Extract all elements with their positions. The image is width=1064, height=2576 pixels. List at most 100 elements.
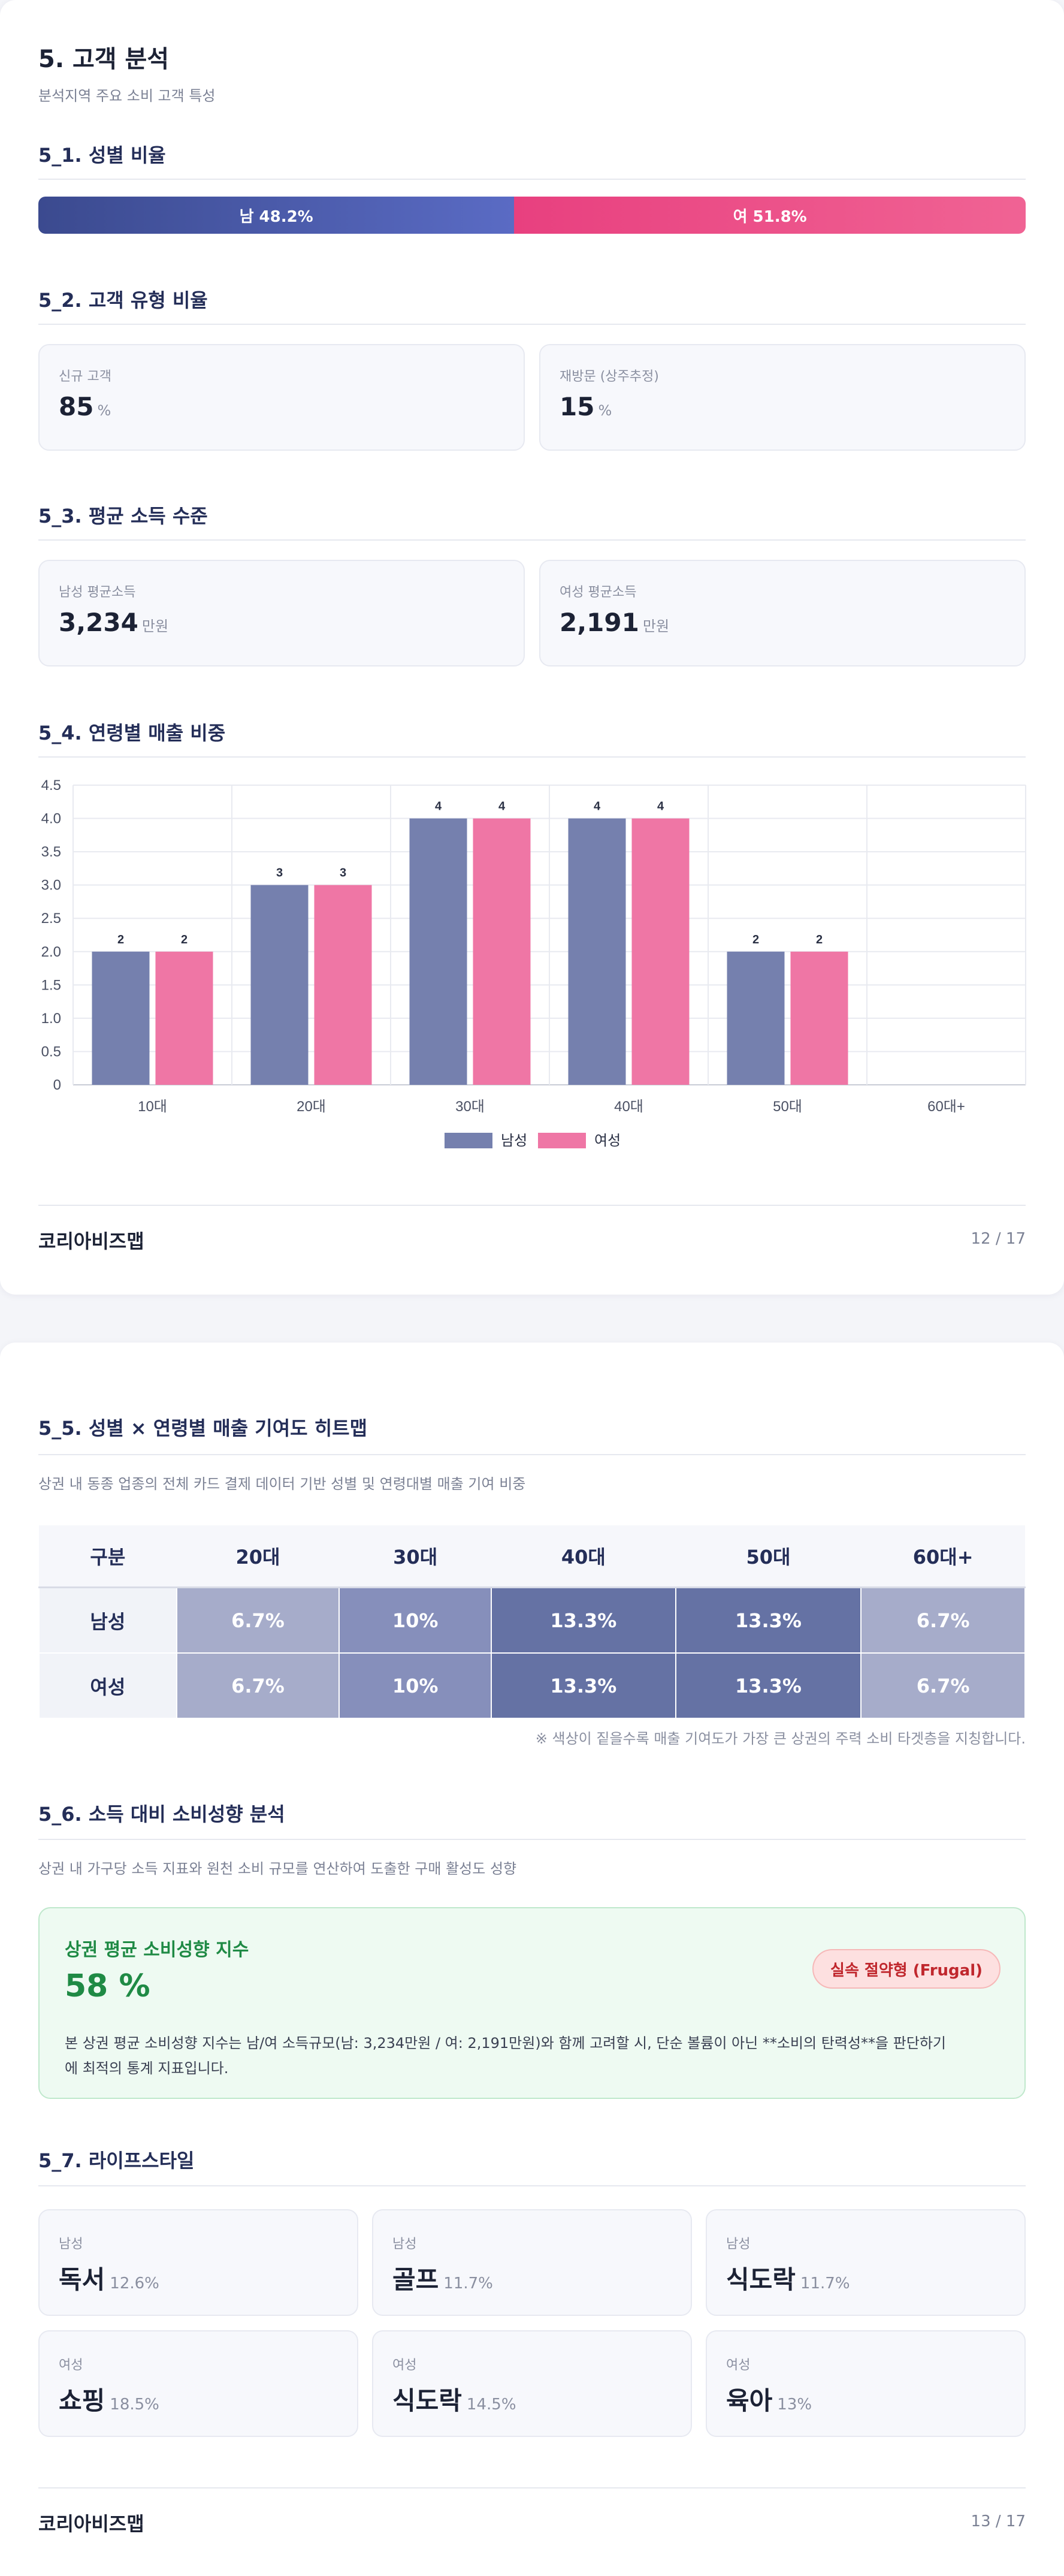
lifestyle-name: 쇼핑: [59, 2386, 105, 2415]
bar: [727, 951, 785, 1085]
index-description-line: 본 상권 평균 소비성향 지수는 남/여 소득규모(남: 3,234만원 / 여…: [65, 2035, 946, 2052]
report-page-12: 5. 고객 분석 분석지역 주요 소비 고객 특성 5_1. 성별 비율 남 4…: [0, 0, 1064, 1295]
x-tick-label: 40대: [614, 1099, 643, 1115]
bar-data-label: 3: [276, 867, 283, 880]
y-tick-label: 2.0: [41, 944, 61, 960]
bar-data-label: 2: [752, 933, 759, 946]
table-row: 여성 6.7% 10% 13.3% 13.3% 6.7%: [38, 1652, 1026, 1719]
spending-index-value: 58 %: [65, 1968, 150, 2004]
stat-card-returning-customers: 재방문 (상주추정) 15%: [539, 344, 1026, 451]
stat-value: 3,234 만원: [59, 608, 168, 637]
report-page-13: 5_5. 성별 × 연령별 매출 기여도 히트맵 상권 내 동종 업종의 전체 …: [0, 1343, 1064, 2576]
section-divider: [38, 1839, 1026, 1840]
page-number: 12 / 17: [971, 1230, 1026, 1248]
bar-data-label: 4: [498, 800, 506, 813]
index-description: 본 상권 평균 소비성향 지수는 남/여 소득규모(남: 3,234만원 / 여…: [65, 2031, 999, 2081]
heatmap-cell: 6.7%: [860, 1586, 1026, 1654]
row-header: 여성: [38, 1652, 177, 1719]
lifestyle-name: 식도락: [726, 2265, 796, 2294]
y-tick-label: 1.0: [41, 1011, 61, 1027]
stat-unit: %: [97, 402, 111, 419]
stat-number: 2,191: [560, 608, 639, 637]
lifestyle-card: 여성 식도락 14.5%: [372, 2330, 692, 2437]
heatmap-cell: 10%: [338, 1586, 492, 1654]
bar: [92, 951, 150, 1085]
lifestyle-item: 쇼핑 18.5%: [59, 2381, 159, 2417]
column-header: 60대+: [861, 1525, 1025, 1588]
section-divider: [38, 179, 1026, 180]
x-tick-label: 60대+: [927, 1099, 965, 1115]
stat-card-male-income: 남성 평균소득 3,234 만원: [38, 560, 525, 666]
bar-data-label: 4: [657, 800, 664, 813]
heatmap-cell: 6.7%: [176, 1652, 340, 1719]
column-header: 구분: [39, 1525, 177, 1588]
stat-unit: %: [598, 402, 612, 419]
lifestyle-percent: 14.5%: [466, 2396, 516, 2414]
heatmap-footnote: ※ 색상이 짙을수록 매출 기여도가 가장 큰 상권의 주력 소비 타겟층을 지…: [535, 1730, 1026, 1747]
bar: [631, 818, 690, 1085]
stat-number: 3,234: [59, 608, 138, 637]
table-header-row: 구분 20대 30대 40대 50대 60대+: [39, 1525, 1025, 1588]
gender-bar-female: 여 51.8%: [514, 197, 1026, 234]
y-tick-label: 4.0: [41, 811, 61, 827]
section-title-lifestyle: 5_7. 라이프스타일: [38, 2149, 195, 2172]
bar: [473, 818, 531, 1085]
section-title-age-sales: 5_4. 연령별 매출 비중: [38, 722, 226, 744]
lifestyle-percent: 11.7%: [800, 2275, 850, 2293]
section-title-spending-propensity: 5_6. 소득 대비 소비성향 분석: [38, 1803, 285, 1826]
index-description-line: 에 최적의 통계 지표입니다.: [65, 2060, 229, 2077]
heatmap-cell: 10%: [338, 1652, 492, 1719]
lifestyle-percent: 18.5%: [110, 2396, 159, 2414]
column-header: 50대: [675, 1525, 862, 1588]
y-tick-label: 0.5: [41, 1043, 61, 1060]
lifestyle-percent: 12.6%: [110, 2275, 159, 2293]
age-sales-bar-chart: 0 0.5 1.0 1.5 2.0 2.5 3.0 3.5 4.0 4.5 2 2 10대 3 3 20대 4 4…: [41, 777, 1026, 1149]
lifestyle-percent: 11.7%: [443, 2275, 493, 2293]
y-tick-label: 3.5: [41, 844, 61, 860]
bar: [155, 951, 213, 1085]
row-header: 남성: [38, 1586, 177, 1654]
y-tick-label: 3.0: [41, 877, 61, 894]
heatmap-cell: 6.7%: [176, 1586, 340, 1654]
stat-unit: 만원: [141, 618, 169, 635]
heatmap-cell: 13.3%: [675, 1586, 862, 1654]
bar-data-label: 2: [117, 933, 124, 946]
lifestyle-name: 육아: [726, 2386, 773, 2415]
y-tick-label: 0: [53, 1077, 61, 1093]
frugal-type-badge: 실속 절약형 (Frugal): [812, 1949, 1000, 1989]
section-divider: [38, 756, 1026, 758]
gender-age-heatmap-table: 구분 20대 30대 40대 50대 60대+ 남성 6.7% 10% 13.3…: [38, 1525, 1026, 1719]
lifestyle-name: 골프: [392, 2265, 439, 2294]
lifestyle-gender: 여성: [59, 2358, 83, 2373]
footer-brand: 코리아비즈맵: [38, 1230, 144, 1253]
bar: [790, 951, 848, 1085]
stat-number: 15: [560, 392, 595, 421]
table-row: 남성 6.7% 10% 13.3% 13.3% 6.7%: [38, 1586, 1026, 1654]
x-tick-label: 30대: [455, 1099, 485, 1115]
lifestyle-gender: 남성: [392, 2237, 417, 2252]
lifestyle-item: 골프 11.7%: [392, 2260, 493, 2296]
stat-number: 85: [59, 392, 94, 421]
stat-card-female-income: 여성 평균소득 2,191 만원: [539, 560, 1026, 666]
lifestyle-gender: 여성: [726, 2358, 751, 2373]
lifestyle-card: 여성 쇼핑 18.5%: [38, 2330, 358, 2437]
heatmap-cell: 13.3%: [491, 1586, 676, 1654]
spending-index-box: 상권 평균 소비성향 지수 58 % 실속 절약형 (Frugal) 본 상권 …: [38, 1907, 1026, 2099]
y-tick-label: 4.5: [41, 777, 61, 794]
lifestyle-gender: 남성: [59, 2237, 83, 2252]
lifestyle-percent: 13%: [777, 2396, 812, 2414]
bar-data-label: 4: [594, 800, 601, 813]
footer-divider: [38, 1205, 1026, 1206]
stat-card-new-customers: 신규 고객 85%: [38, 344, 525, 451]
legend-swatch: [445, 1133, 492, 1148]
section-divider: [38, 2185, 1026, 2186]
gender-ratio-bar: 남 48.2% 여 51.8%: [38, 197, 1026, 234]
legend-label: 남성: [501, 1133, 527, 1149]
section-title-customer-type: 5_2. 고객 유형 비율: [38, 289, 208, 312]
page-subtitle: 분석지역 주요 소비 고객 특성: [38, 88, 216, 104]
lifestyle-item: 독서 12.6%: [59, 2260, 159, 2296]
lifestyle-item: 식도락 11.7%: [726, 2260, 850, 2296]
column-header: 30대: [339, 1525, 491, 1588]
stat-unit: 만원: [642, 618, 670, 635]
lifestyle-name: 독서: [59, 2265, 105, 2294]
